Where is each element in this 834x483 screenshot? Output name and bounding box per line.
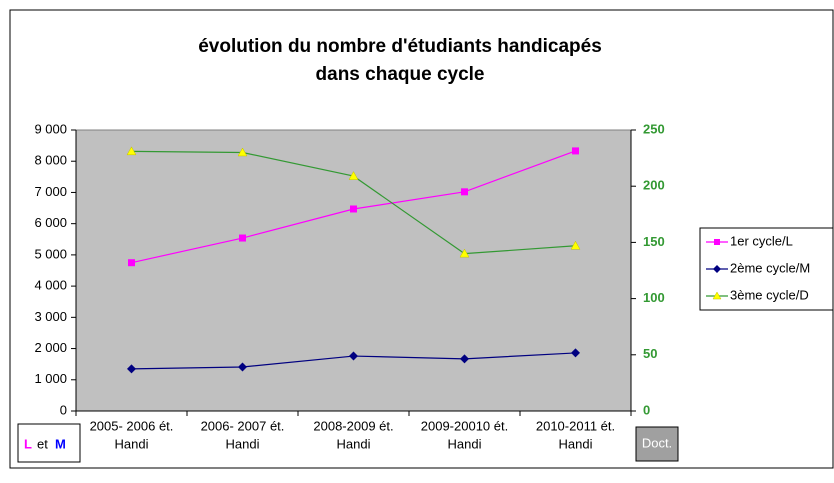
marker [127,364,136,374]
marker [350,205,357,213]
y-tick-label: 6 000 [34,215,67,230]
marker [461,188,468,196]
y2-tick-label: 50 [643,346,657,361]
marker [459,248,470,258]
y2-tick-label: 250 [643,121,665,136]
x-tick-label: 2008-2009 ét. [313,418,393,433]
marker [349,351,358,361]
marker [571,348,580,358]
annotation: Doct. [642,435,672,450]
y2-tick-label: 100 [643,290,665,305]
marker [712,291,722,300]
legend-label: 1er cycle/L [730,233,793,248]
x-tick-label: Handi [448,436,482,451]
x-tick-label: Handi [559,436,593,451]
x-tick-label: Handi [337,436,371,451]
annotation-box [17,423,81,463]
marker [572,147,579,155]
x-tick-label: Handi [226,436,260,451]
x-tick-label: 2006- 2007 ét. [201,418,285,433]
y-tick-label: 8 000 [34,153,67,168]
chart-title: évolution du nombre d'étudiants handicap… [198,36,602,57]
marker [570,240,581,250]
x-tick-label: 2005- 2006 ét. [90,418,174,433]
x-tick-label: 2009-20010 ét. [421,418,508,433]
y-tick-label: 2 000 [34,340,67,355]
annotation-box [635,426,679,462]
marker [238,362,247,372]
annotation: et [37,436,48,451]
marker [126,146,137,156]
x-tick-label: 2010-2011 ét. [536,418,615,433]
marker [237,147,248,157]
y-tick-label: 7 000 [34,184,67,199]
y-tick-label: 3 000 [34,309,67,324]
annotation: M [55,436,66,451]
chart-title: dans chaque cycle [316,64,485,85]
x-tick-label: Handi [115,436,149,451]
y-tick-label: 1 000 [34,371,67,386]
marker [348,171,359,180]
y-tick-label: 9 000 [34,121,67,136]
legend-label: 3ème cycle/D [730,287,809,302]
y2-tick-label: 200 [643,178,665,193]
y-tick-label: 4 000 [34,278,67,293]
marker [460,354,469,364]
y-tick-label: 0 [60,402,67,417]
marker [239,234,246,242]
y2-tick-label: 150 [643,234,665,249]
y-tick-label: 5 000 [34,246,67,261]
marker [128,259,135,267]
legend-label: 2ème cycle/M [730,260,810,275]
annotation: L [24,436,32,451]
y2-tick-label: 0 [643,402,650,417]
marker [713,265,721,273]
marker [714,239,720,245]
